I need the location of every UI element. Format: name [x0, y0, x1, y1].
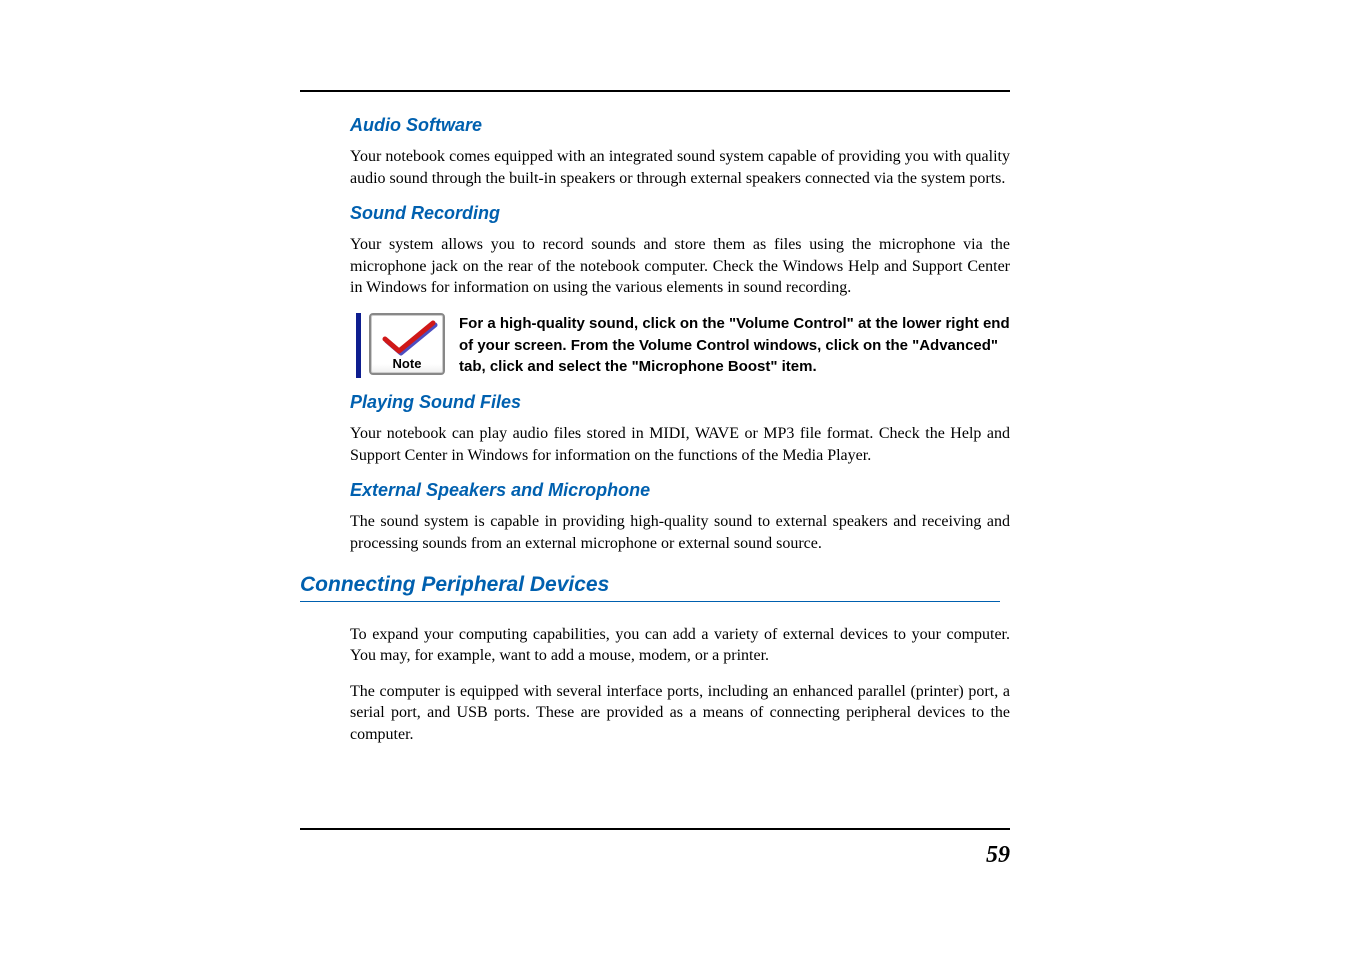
para-connecting-2: The computer is equipped with several in…	[350, 681, 1010, 746]
heading-connecting-peripherals: Connecting Peripheral Devices	[300, 573, 1010, 597]
checkmark-icon	[379, 317, 439, 357]
heading-sound-recording: Sound Recording	[350, 203, 1010, 224]
heading-rule	[300, 601, 1000, 602]
para-external-speakers: The sound system is capable in providing…	[350, 511, 1010, 554]
page-number: 59	[300, 842, 1010, 869]
para-connecting-1: To expand your computing capabilities, y…	[350, 624, 1010, 667]
section-playing-sound-files: Playing Sound Files Your notebook can pl…	[300, 392, 1010, 466]
heading-external-speakers: External Speakers and Microphone	[350, 480, 1010, 501]
note-text: For a high-quality sound, click on the "…	[459, 313, 1010, 378]
note-callout: Note For a high-quality sound, click on …	[356, 313, 1010, 378]
section-external-speakers: External Speakers and Microphone The sou…	[300, 480, 1010, 554]
page-body: Audio Software Your notebook comes equip…	[300, 0, 1050, 760]
note-icon: Note	[369, 313, 445, 375]
heading-playing-sound-files: Playing Sound Files	[350, 392, 1010, 413]
bottom-horizontal-rule	[300, 828, 1010, 830]
section-audio-software: Audio Software Your notebook comes equip…	[300, 115, 1010, 189]
section-connecting-peripherals: Connecting Peripheral Devices To expand …	[300, 573, 1010, 746]
section-sound-recording: Sound Recording Your system allows you t…	[300, 203, 1010, 378]
para-audio-software: Your notebook comes equipped with an int…	[350, 146, 1010, 189]
para-playing-sound-files: Your notebook can play audio files store…	[350, 423, 1010, 466]
heading-audio-software: Audio Software	[350, 115, 1010, 136]
para-sound-recording: Your system allows you to record sounds …	[350, 234, 1010, 299]
note-label: Note	[371, 356, 443, 371]
